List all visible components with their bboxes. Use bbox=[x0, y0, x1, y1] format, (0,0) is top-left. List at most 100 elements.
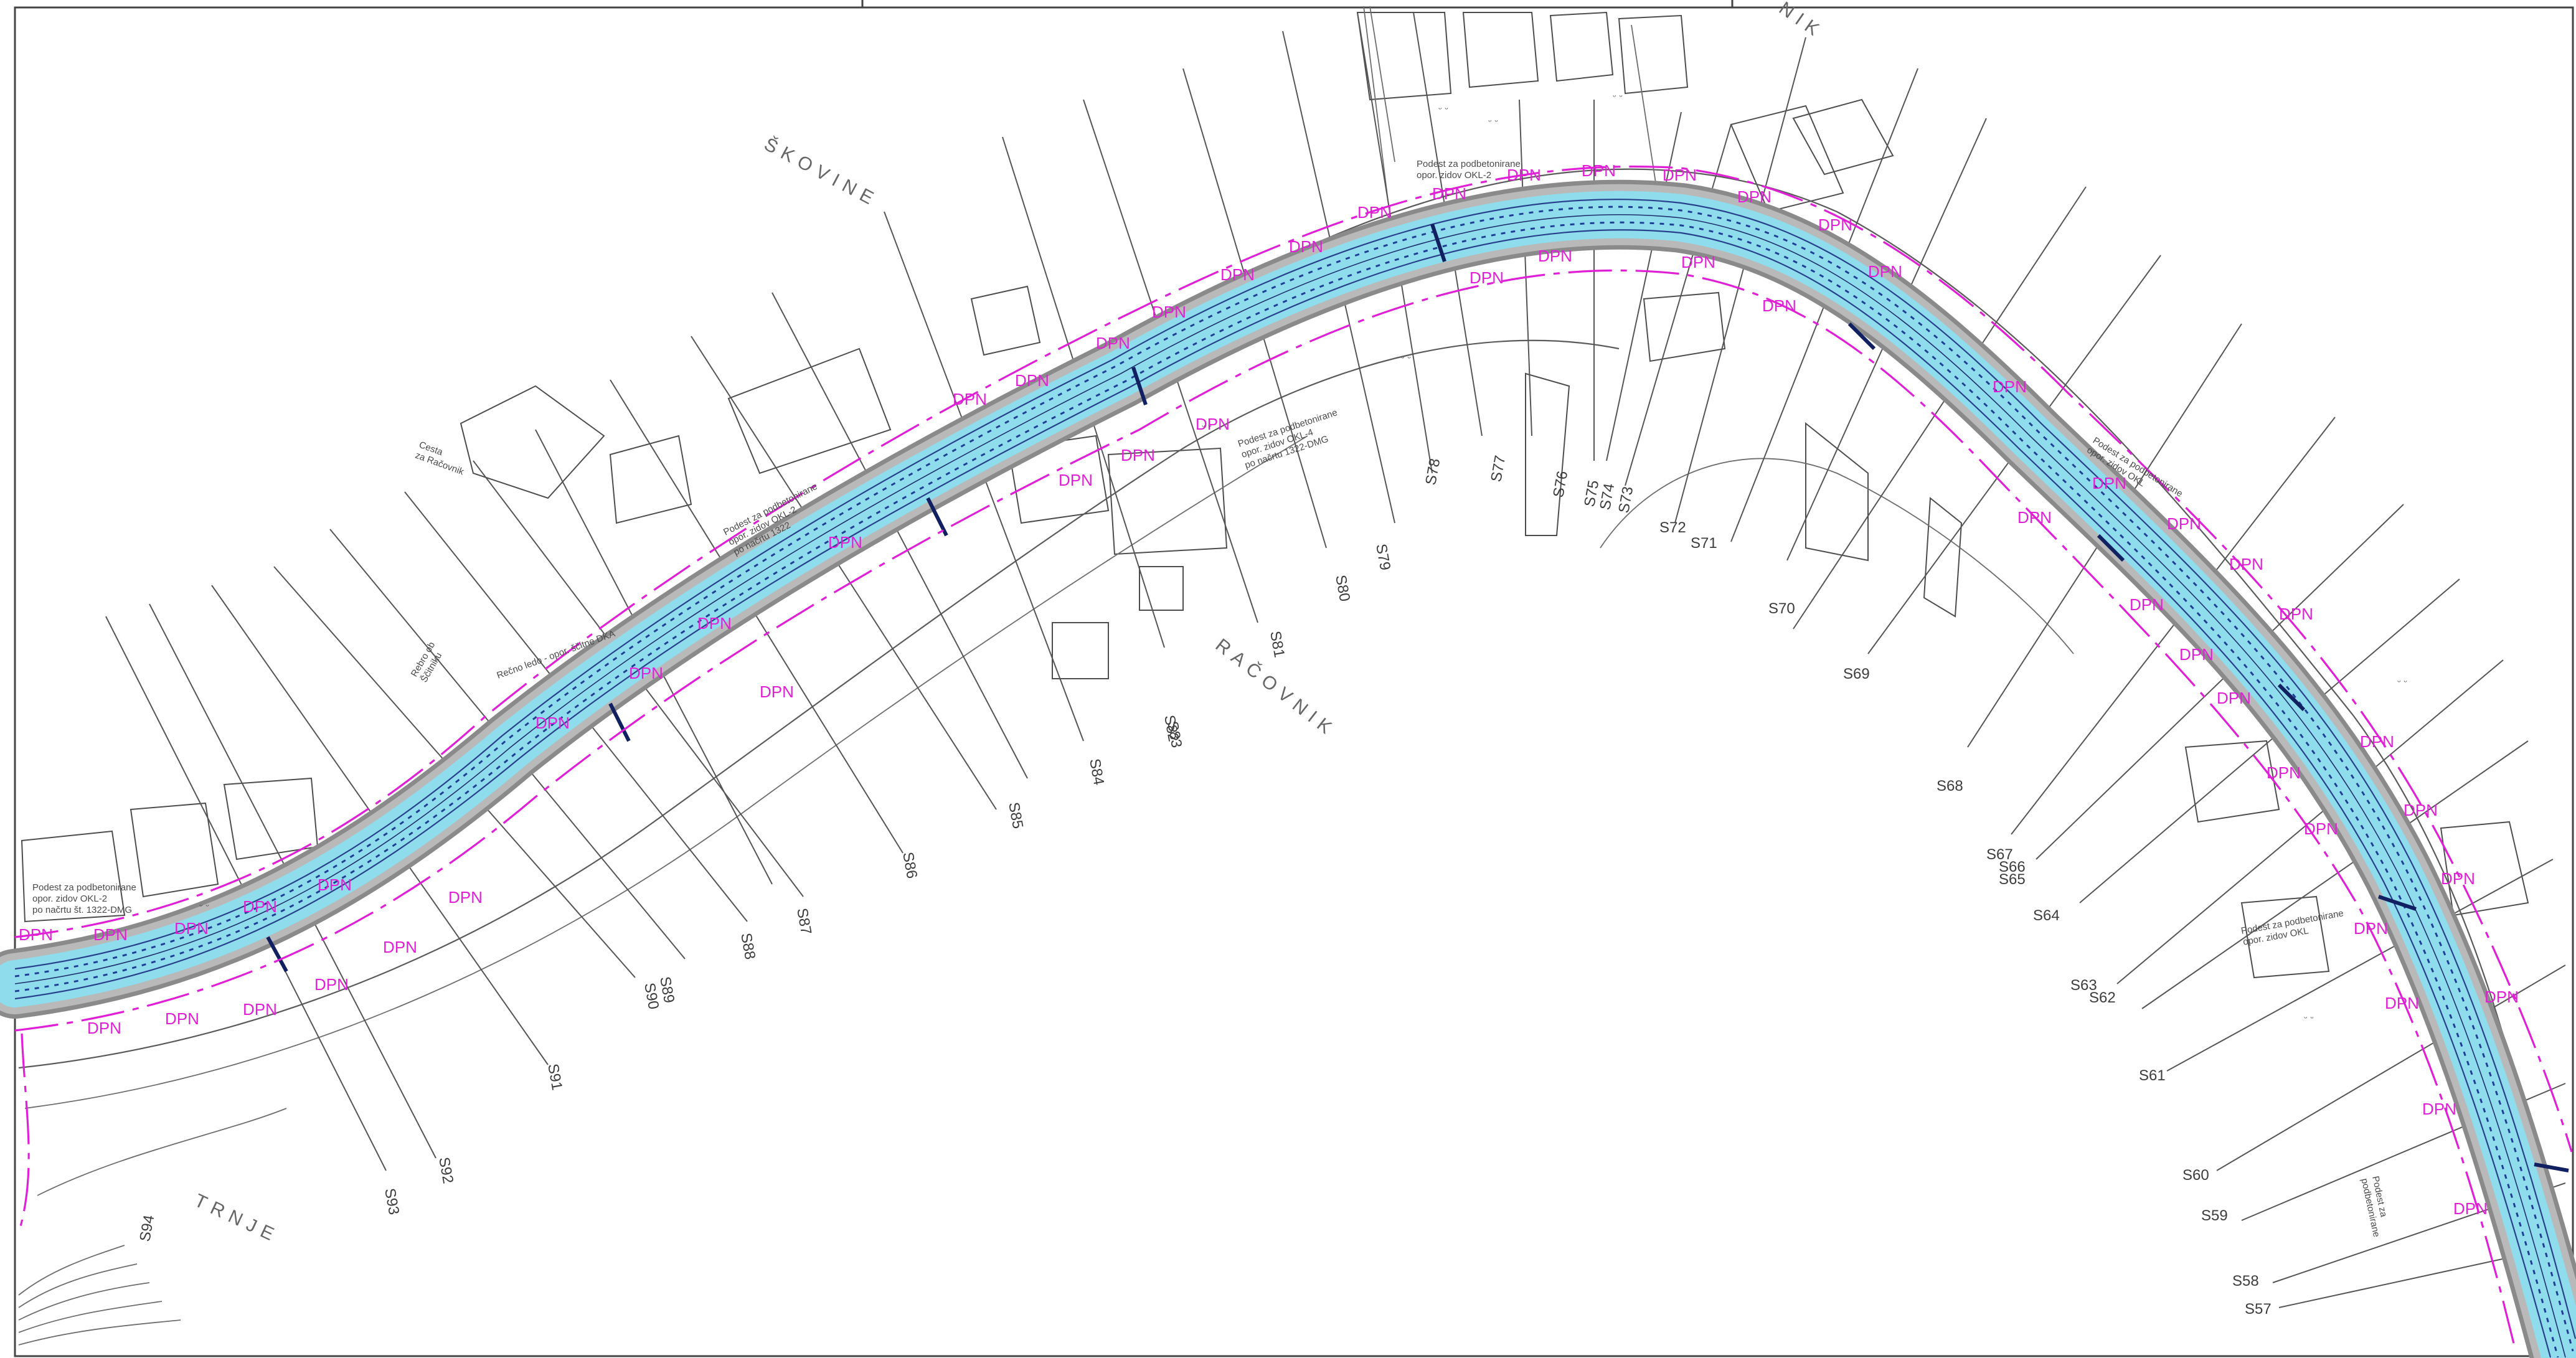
svg-text:ᵕ ᵕ: ᵕ ᵕ bbox=[1488, 117, 1498, 127]
svg-text:opor. zidov OKL-2: opor. zidov OKL-2 bbox=[1417, 170, 1491, 181]
svg-text:ᵕ ᵕ: ᵕ ᵕ bbox=[199, 902, 209, 912]
section-label: S78 bbox=[1422, 457, 1443, 486]
dpn-label: DPN bbox=[2092, 474, 2126, 493]
section-label: S62 bbox=[2089, 989, 2116, 1006]
section-label: S60 bbox=[2182, 1167, 2209, 1184]
section-label: S70 bbox=[1768, 600, 1795, 617]
note-podest-left: Podest za podbetonirane opor. zidov OKL-… bbox=[32, 882, 136, 915]
dpn-label: DPN bbox=[1993, 377, 2027, 396]
dpn-label: DPN bbox=[2441, 869, 2475, 888]
dpn-label: DPN bbox=[2422, 1100, 2456, 1118]
dpn-label: DPN bbox=[1357, 203, 1392, 222]
dpn-label: DPN bbox=[174, 919, 209, 938]
bridges bbox=[266, 224, 2569, 1172]
dpn-label: DPN bbox=[1470, 268, 1504, 287]
section-label: S77 bbox=[1488, 454, 1509, 483]
dpn-label: DPN bbox=[953, 390, 987, 408]
dpn-label: DPN bbox=[2017, 508, 2052, 527]
section-label: S64 bbox=[2033, 907, 2060, 924]
cadastral-parcels bbox=[21, 11, 2529, 979]
svg-text:ᵕ ᵕ: ᵕ ᵕ bbox=[2304, 1014, 2314, 1024]
section-label: S88 bbox=[737, 931, 758, 961]
svg-text:ᵕ ᵕ: ᵕ ᵕ bbox=[1401, 354, 1411, 364]
dpn-label: DPN bbox=[1868, 262, 1902, 281]
section-label: S91 bbox=[544, 1062, 565, 1092]
dpn-label: DPN bbox=[2279, 605, 2313, 623]
svg-text:ᵕ ᵕ: ᵕ ᵕ bbox=[1438, 105, 1448, 115]
dpn-label: DPN bbox=[2229, 555, 2263, 573]
dpn-label: DPN bbox=[1681, 253, 1715, 271]
place-trnje: TRNJE bbox=[191, 1190, 283, 1247]
dpn-label: DPN bbox=[2484, 988, 2519, 1006]
note-podest-center: Podest za podbetonirane opor. zidov OKL-… bbox=[1237, 407, 1339, 471]
section-label: S61 bbox=[2139, 1067, 2166, 1084]
svg-text:Podest za podbetonirane: Podest za podbetonirane bbox=[1417, 159, 1521, 169]
dpn-line-lower bbox=[14, 269, 2517, 1352]
dpn-label: DPN bbox=[535, 714, 570, 732]
svg-text:ᵕ ᵕ: ᵕ ᵕ bbox=[1202, 422, 1212, 432]
section-label: S69 bbox=[1843, 666, 1870, 682]
section-label: S59 bbox=[2201, 1207, 2228, 1224]
section-label: S57 bbox=[2245, 1301, 2272, 1318]
section-label: S76 bbox=[1550, 469, 1571, 499]
dpn-label: DPN bbox=[828, 533, 862, 552]
dpn-label: DPN bbox=[1220, 265, 1255, 284]
note-cesta: Cesta za Račovnik bbox=[413, 440, 465, 478]
dpn-label: DPN bbox=[1289, 237, 1323, 256]
sheet-frame bbox=[14, 6, 2574, 1357]
dpn-label: DPN bbox=[383, 938, 417, 956]
dpn-label: DPN bbox=[318, 875, 352, 894]
dpn-label: DPN bbox=[1663, 166, 1697, 184]
section-label: S86 bbox=[899, 851, 920, 880]
dpn-label: DPN bbox=[629, 664, 663, 682]
river-channel bbox=[0, 179, 2576, 1358]
note-podest-lower: Podest za podbetonirane opor. zidov OKL bbox=[2240, 908, 2344, 947]
dpn-label: DPN bbox=[2453, 1199, 2488, 1218]
dpn-label: DPN bbox=[448, 888, 483, 907]
section-label: S68 bbox=[1937, 778, 1963, 795]
dpn-labels-lower: DPN DPN DPN DPN DPN DPN DPN DPN DPN DPN … bbox=[87, 247, 2488, 1218]
section-label: S84 bbox=[1086, 757, 1107, 786]
dpn-label: DPN bbox=[1507, 166, 1541, 184]
section-label: S93 bbox=[381, 1187, 402, 1216]
terrain-contours bbox=[18, 1245, 181, 1346]
section-label: S63 bbox=[2070, 977, 2097, 994]
section-label: S72 bbox=[1659, 519, 1686, 536]
dpn-label: DPN bbox=[1015, 371, 1049, 390]
dpn-label: DPN bbox=[19, 925, 53, 944]
section-label: S66 bbox=[1999, 859, 2026, 875]
dpn-line-left bbox=[17, 1033, 30, 1233]
dpn-label: DPN bbox=[2130, 595, 2164, 614]
section-label: S92 bbox=[435, 1156, 456, 1185]
dpn-label: DPN bbox=[1152, 303, 1186, 321]
svg-text:ᵕ ᵕ: ᵕ ᵕ bbox=[2397, 677, 2407, 687]
dpn-label: DPN bbox=[2217, 689, 2251, 707]
dpn-label: DPN bbox=[87, 1019, 121, 1037]
dpn-label: DPN bbox=[165, 1009, 199, 1028]
dpn-label: DPN bbox=[1059, 471, 1093, 489]
vegetation-symbols: ᵕ ᵕ ᵕ ᵕ ᵕ ᵕ ᵕ ᵕ ᵕ ᵕ ᵕ ᵕ ᵕ ᵕ ᵕ ᵕ bbox=[199, 92, 2407, 1024]
note-rebro: Rebro ob Ščitniku bbox=[409, 640, 445, 684]
dpn-label: DPN bbox=[243, 1000, 277, 1019]
dpn-label: DPN bbox=[1432, 184, 1466, 203]
svg-text:Podest za podbetonirane: Podest za podbetonirane bbox=[32, 882, 136, 893]
dpn-labels: DPN DPN DPN DPN DPN DPN DPN DPN DPN DPN … bbox=[19, 161, 2519, 1006]
dpn-label: DPN bbox=[243, 897, 277, 916]
dpn-boundary bbox=[14, 165, 2573, 1352]
section-label: S67 bbox=[1986, 846, 2013, 863]
section-label: S65 bbox=[1999, 871, 2026, 888]
dpn-label: DPN bbox=[2385, 994, 2419, 1012]
section-labels: S57 S58 S59 S60 S61 S62 S63 S64 S65 S66 … bbox=[136, 454, 2271, 1318]
note-podest-top: Podest za podbetonirane opor. zidov OKL-… bbox=[1417, 159, 1521, 181]
dpn-label: DPN bbox=[2354, 919, 2388, 938]
dpn-label: DPN bbox=[1582, 161, 1616, 180]
dpn-label: DPN bbox=[314, 975, 349, 994]
dpn-line-upper bbox=[14, 165, 2573, 1153]
section-label: S81 bbox=[1267, 629, 1288, 659]
svg-text:ᵕ ᵕ: ᵕ ᵕ bbox=[1613, 92, 1623, 102]
dpn-label: DPN bbox=[2167, 514, 2201, 533]
place-vnik-fragment: NIK bbox=[1775, 0, 1828, 44]
section-label: S79 bbox=[1372, 542, 1394, 572]
